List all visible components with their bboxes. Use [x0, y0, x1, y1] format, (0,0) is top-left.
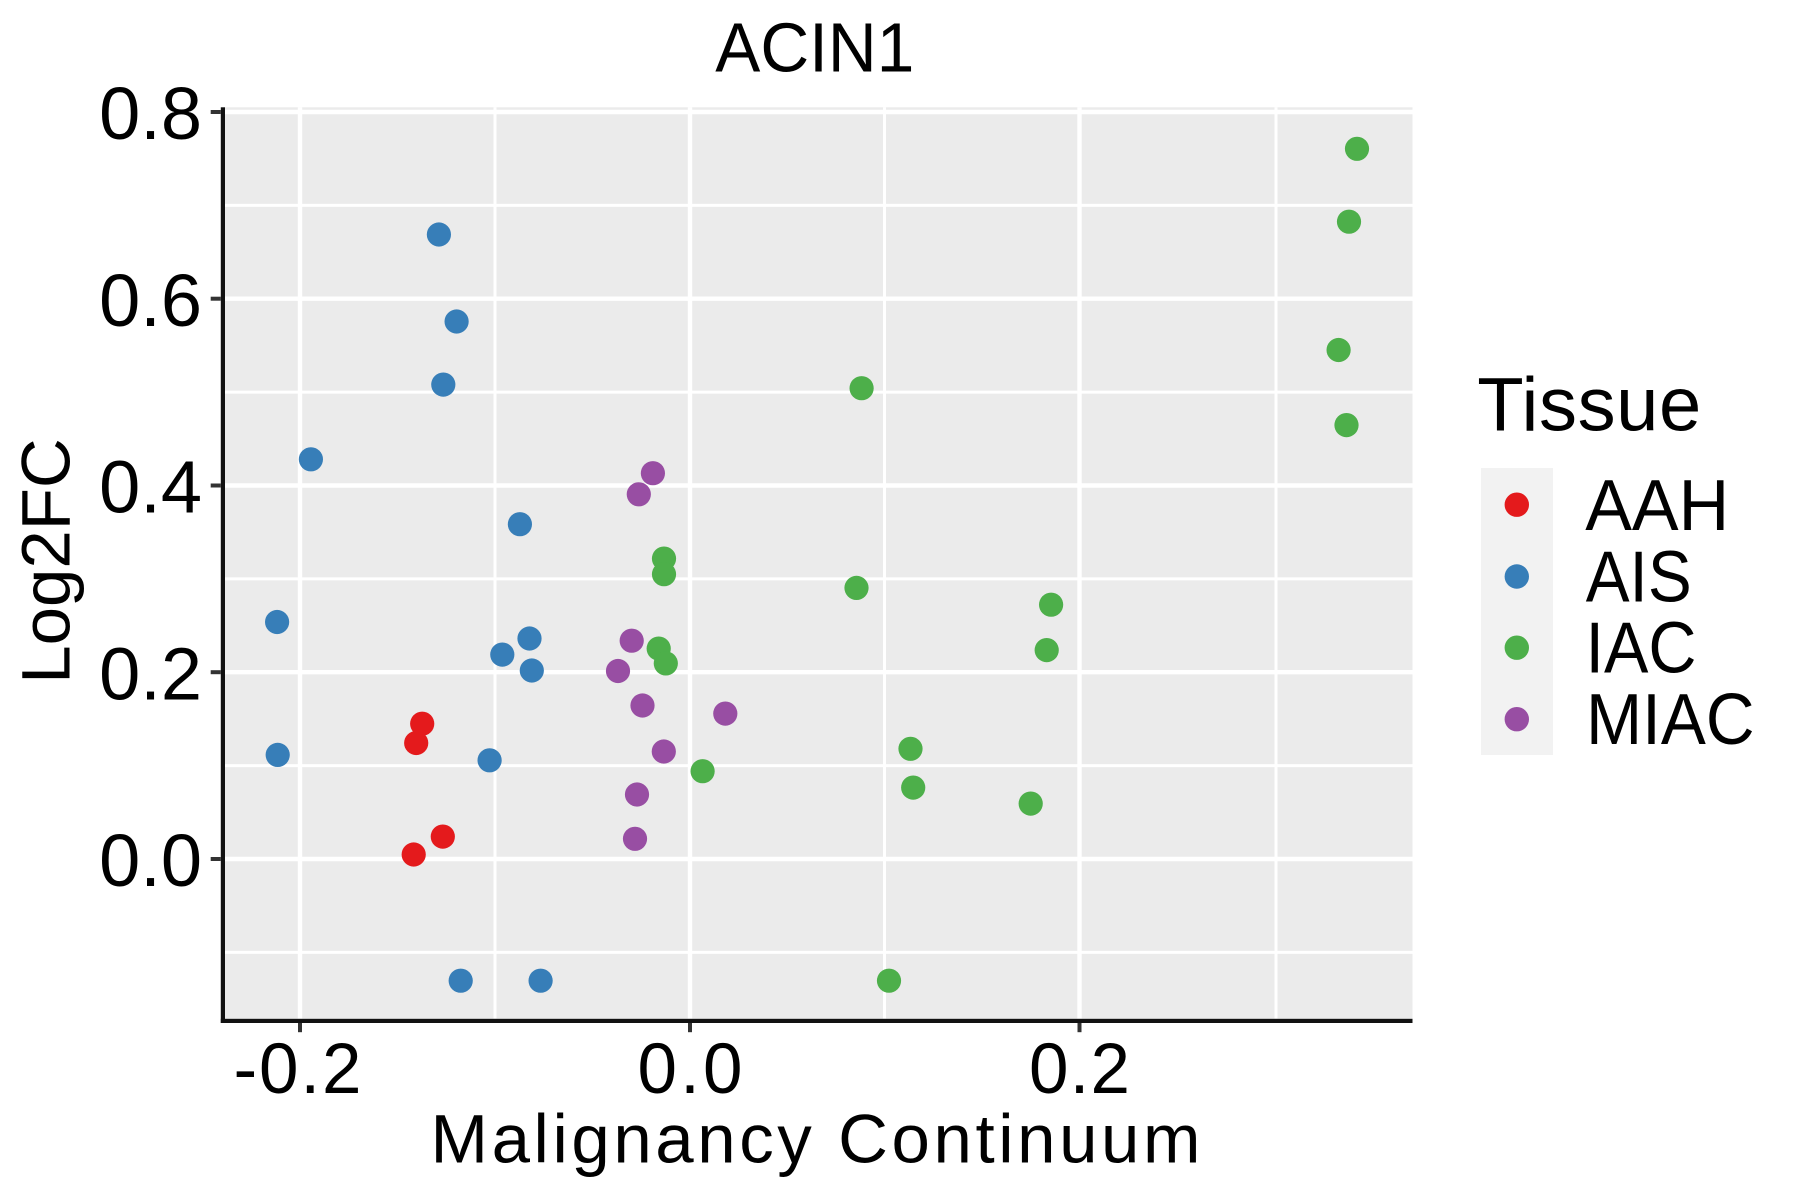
svg-text:ACIN1: ACIN1 — [715, 8, 914, 86]
svg-text:AAH: AAH — [1585, 466, 1729, 546]
svg-text:-0.2: -0.2 — [234, 1030, 362, 1109]
svg-text:Malignancy Continuum: Malignancy Continuum — [431, 1101, 1201, 1178]
svg-text:MIAC: MIAC — [1586, 680, 1755, 760]
svg-text:Tissue: Tissue — [1477, 363, 1701, 448]
svg-text:0.4: 0.4 — [99, 446, 202, 529]
svg-text:0.2: 0.2 — [99, 632, 202, 715]
svg-text:0.0: 0.0 — [99, 819, 202, 902]
svg-text:IAC: IAC — [1586, 609, 1697, 689]
svg-text:Log2FC: Log2FC — [8, 438, 85, 683]
svg-text:0.0: 0.0 — [638, 1030, 743, 1109]
svg-text:0.2: 0.2 — [1029, 1030, 1130, 1109]
svg-text:0.8: 0.8 — [99, 72, 202, 155]
svg-text:AIS: AIS — [1586, 537, 1692, 617]
svg-text:0.6: 0.6 — [99, 259, 202, 342]
